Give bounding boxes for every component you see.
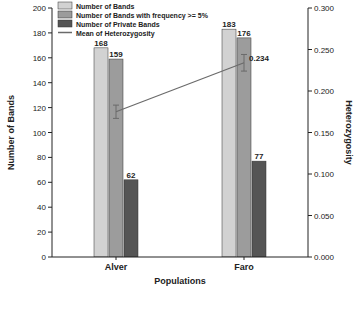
- error-cap: [113, 105, 119, 106]
- data-label: 183: [222, 20, 236, 29]
- y-tick: [48, 257, 52, 258]
- legend-swatch: [58, 2, 72, 9]
- bar: [94, 48, 108, 257]
- y2-tick: [308, 91, 312, 92]
- legend-label: Mean of Heterozygosity: [76, 30, 155, 38]
- y2-tick: [308, 8, 312, 9]
- y-tick-label: 120: [33, 104, 47, 113]
- line: [116, 63, 244, 112]
- y-tick-label: 160: [33, 54, 47, 63]
- y-tick-label: 0: [42, 253, 47, 262]
- y-tick: [48, 207, 52, 208]
- y-tick: [48, 182, 52, 183]
- y2-tick: [308, 49, 312, 50]
- legend-swatch: [58, 32, 72, 34]
- y2-tick-label: 0.100: [314, 170, 335, 179]
- error-bar: [241, 54, 247, 71]
- y-tick: [48, 57, 52, 58]
- x-axis: [52, 257, 308, 258]
- x-axis-title: Populations: [154, 276, 206, 286]
- x-tick-label: Alver: [105, 262, 128, 272]
- data-label: 159: [109, 50, 123, 59]
- y-tick-label: 100: [33, 129, 47, 138]
- y-tick: [48, 82, 52, 83]
- error-cap: [241, 54, 247, 55]
- y-tick: [48, 8, 52, 9]
- y2-tick-label: 0.200: [314, 87, 335, 96]
- y-tick: [48, 232, 52, 233]
- bar: [252, 161, 266, 257]
- bar: [222, 29, 236, 257]
- legend: Number of Bands Number of Bands with freq…: [58, 2, 209, 38]
- x-tick: [244, 257, 245, 260]
- y2-tick: [308, 174, 312, 175]
- data-label: 62: [127, 171, 136, 180]
- data-label: 168: [94, 39, 108, 48]
- legend-swatch: [58, 20, 72, 27]
- y-tick-label: 140: [33, 79, 47, 88]
- error-stem: [116, 105, 117, 118]
- y-tick-label: 40: [37, 203, 46, 212]
- y2-tick-label: 0.050: [314, 212, 335, 221]
- y2-axis-title: Heterozygosity: [344, 100, 354, 165]
- data-label: 176: [237, 29, 251, 38]
- y-axis-title: Number of Bands: [6, 95, 16, 170]
- marks: [94, 29, 266, 257]
- data-label: 77: [255, 152, 264, 161]
- data-label: 0.234: [249, 54, 270, 63]
- y2-tick-label: 0.150: [314, 129, 335, 138]
- y2-tick-label: 0.000: [314, 253, 335, 262]
- y2-tick-label: 0.250: [314, 46, 335, 55]
- y2-tick: [308, 215, 312, 216]
- y-tick-label: 20: [37, 228, 46, 237]
- legend-label: Number of Private Bands: [76, 21, 160, 28]
- y-tick-label: 60: [37, 178, 46, 187]
- y-tick: [48, 132, 52, 133]
- error-cap: [113, 118, 119, 119]
- error-cap: [241, 71, 247, 72]
- legend-label: Number of Bands with frequency >= 5%: [76, 12, 209, 20]
- x-tick-label: Faro: [234, 262, 254, 272]
- bar: [124, 180, 138, 257]
- y-tick-label: 80: [37, 153, 46, 162]
- y-tick: [48, 157, 52, 158]
- error-stem: [244, 54, 245, 71]
- y-tick: [48, 32, 52, 33]
- chart: 168 183 159 176 62 77 0.234 0 20 40 60 80 100 120 140 1…: [0, 0, 354, 330]
- bar: [109, 59, 123, 257]
- y2-tick: [308, 257, 312, 258]
- axes: 0 20 40 60 80 100 120 140 160 180 200 0.000 0.050 0.1…: [6, 4, 354, 286]
- x-tick: [116, 257, 117, 260]
- y-tick-label: 180: [33, 29, 47, 38]
- y2-tick-label: 0.300: [314, 4, 335, 13]
- error-bar: [113, 105, 119, 118]
- y2-tick: [308, 132, 312, 133]
- legend-swatch: [58, 11, 72, 18]
- bar: [237, 38, 251, 257]
- y-tick: [48, 107, 52, 108]
- y-tick-label: 200: [33, 4, 47, 13]
- labels: 168 183 159 176 62 77 0.234: [94, 20, 269, 180]
- legend-label: Number of Bands: [76, 3, 134, 10]
